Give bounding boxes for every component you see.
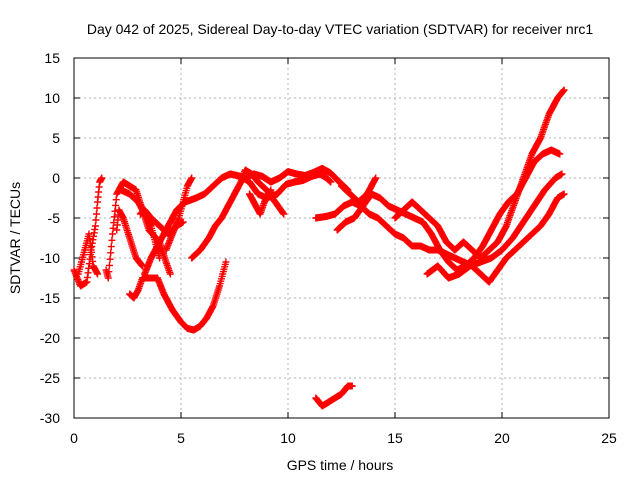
x-tick-label: 20 [494, 430, 510, 446]
data-point-marker [98, 174, 106, 182]
y-axis-label: SDTVAR / TECUs [7, 182, 23, 294]
data-series [70, 86, 568, 410]
series-track-17 [423, 170, 566, 282]
x-tick-label: 0 [70, 430, 78, 446]
y-tick-label: -15 [40, 290, 60, 306]
data-point-marker [107, 243, 115, 251]
data-point-marker [94, 270, 102, 278]
data-point-marker [267, 186, 275, 194]
data-point-marker [93, 204, 101, 212]
chart-title: Day 042 of 2025, Sidereal Day-to-day VTE… [87, 21, 593, 37]
x-tick-label: 10 [280, 430, 296, 446]
x-tick-label: 15 [387, 430, 403, 446]
data-point-marker [105, 261, 113, 269]
x-tick-label: 25 [601, 430, 617, 446]
y-tick-label: 15 [44, 50, 60, 66]
data-point-marker [280, 210, 288, 218]
y-tick-label: 0 [52, 170, 60, 186]
series-track-11 [233, 164, 352, 194]
y-tick-label: 10 [44, 90, 60, 106]
y-tick-label: -20 [40, 330, 60, 346]
data-point-marker [106, 255, 114, 263]
data-point-marker [558, 170, 566, 178]
series-track-4 [113, 206, 146, 270]
x-tick-label: 5 [177, 430, 185, 446]
data-point-marker [372, 174, 380, 182]
data-point-marker [222, 258, 230, 266]
series-track-7 [117, 186, 164, 262]
y-tick-label: -30 [40, 410, 60, 426]
data-point-marker [105, 268, 113, 276]
data-point-marker [104, 274, 112, 282]
x-axis-label: GPS time / hours [287, 457, 394, 473]
data-point-marker [560, 190, 568, 198]
x-axis-ticks: 0 5 10 15 20 25 [70, 58, 617, 446]
y-tick-label: -25 [40, 370, 60, 386]
data-point-marker [92, 216, 100, 224]
data-point-marker [91, 222, 99, 230]
y-tick-label: -10 [40, 250, 60, 266]
series-track-2 [74, 230, 102, 278]
series-track-16 [391, 86, 568, 262]
series-track-9 [162, 174, 196, 254]
y-axis-ticks: -30 -25 -20 -15 -10 -5 0 5 10 15 [40, 50, 609, 426]
data-point-marker [188, 174, 196, 182]
series-track-15 [338, 174, 380, 206]
data-point-marker [138, 262, 146, 270]
series-track-5 [126, 258, 230, 334]
data-point-marker [348, 382, 356, 390]
data-point-marker [560, 86, 568, 94]
data-point-marker [108, 236, 116, 244]
y-tick-label: 5 [52, 130, 60, 146]
grid [74, 58, 609, 418]
data-point-marker [179, 218, 187, 226]
data-point-marker [327, 178, 335, 186]
data-point-marker [556, 150, 564, 158]
series-track-12 [245, 186, 275, 218]
y-tick-label: -5 [48, 210, 61, 226]
data-point-marker [107, 249, 115, 257]
series-track-14 [333, 146, 564, 274]
data-point-marker [156, 254, 164, 262]
plot-frame [73, 57, 610, 419]
series-track-18 [312, 382, 356, 410]
data-point-marker [166, 270, 174, 278]
data-point-marker [92, 210, 100, 218]
